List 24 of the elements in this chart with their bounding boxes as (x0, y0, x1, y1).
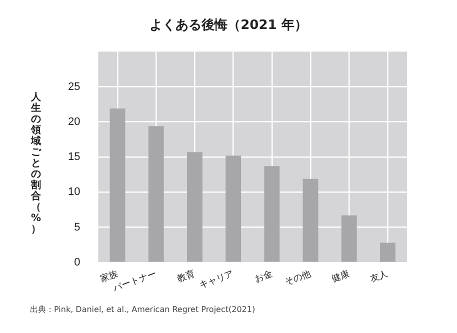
text: 人生の領域ごとの割合（%） (30, 92, 42, 235)
y-tick-label: 0 (74, 256, 80, 268)
x-tick-label: 友人 (368, 268, 390, 284)
bar (380, 242, 396, 262)
bar (110, 108, 126, 262)
bar (302, 178, 318, 262)
source-note: 出典：Pink, Daniel, et al., American Regret Project(2021) (30, 304, 256, 315)
bar (187, 152, 202, 262)
x-tick-label: キャリア (198, 268, 235, 290)
x-tick-label: 教育 (176, 268, 196, 284)
x-tick-label: お金 (253, 268, 274, 284)
y-tick-label: 25 (68, 80, 80, 93)
x-tick-label: 健康 (330, 268, 351, 284)
chart-title: よくある後悔（2021 年） (150, 17, 308, 34)
bar (148, 126, 164, 262)
y-tick-label: 10 (68, 186, 80, 198)
y-tick-label: 15 (68, 151, 80, 164)
y-tick-label: 5 (74, 221, 80, 234)
x-tick-label: その他 (283, 268, 312, 287)
bar (264, 166, 280, 262)
x-tick-label: 家族 (98, 268, 120, 284)
bar (226, 156, 242, 262)
bar (341, 215, 357, 262)
y-tick-label: 20 (68, 116, 80, 128)
